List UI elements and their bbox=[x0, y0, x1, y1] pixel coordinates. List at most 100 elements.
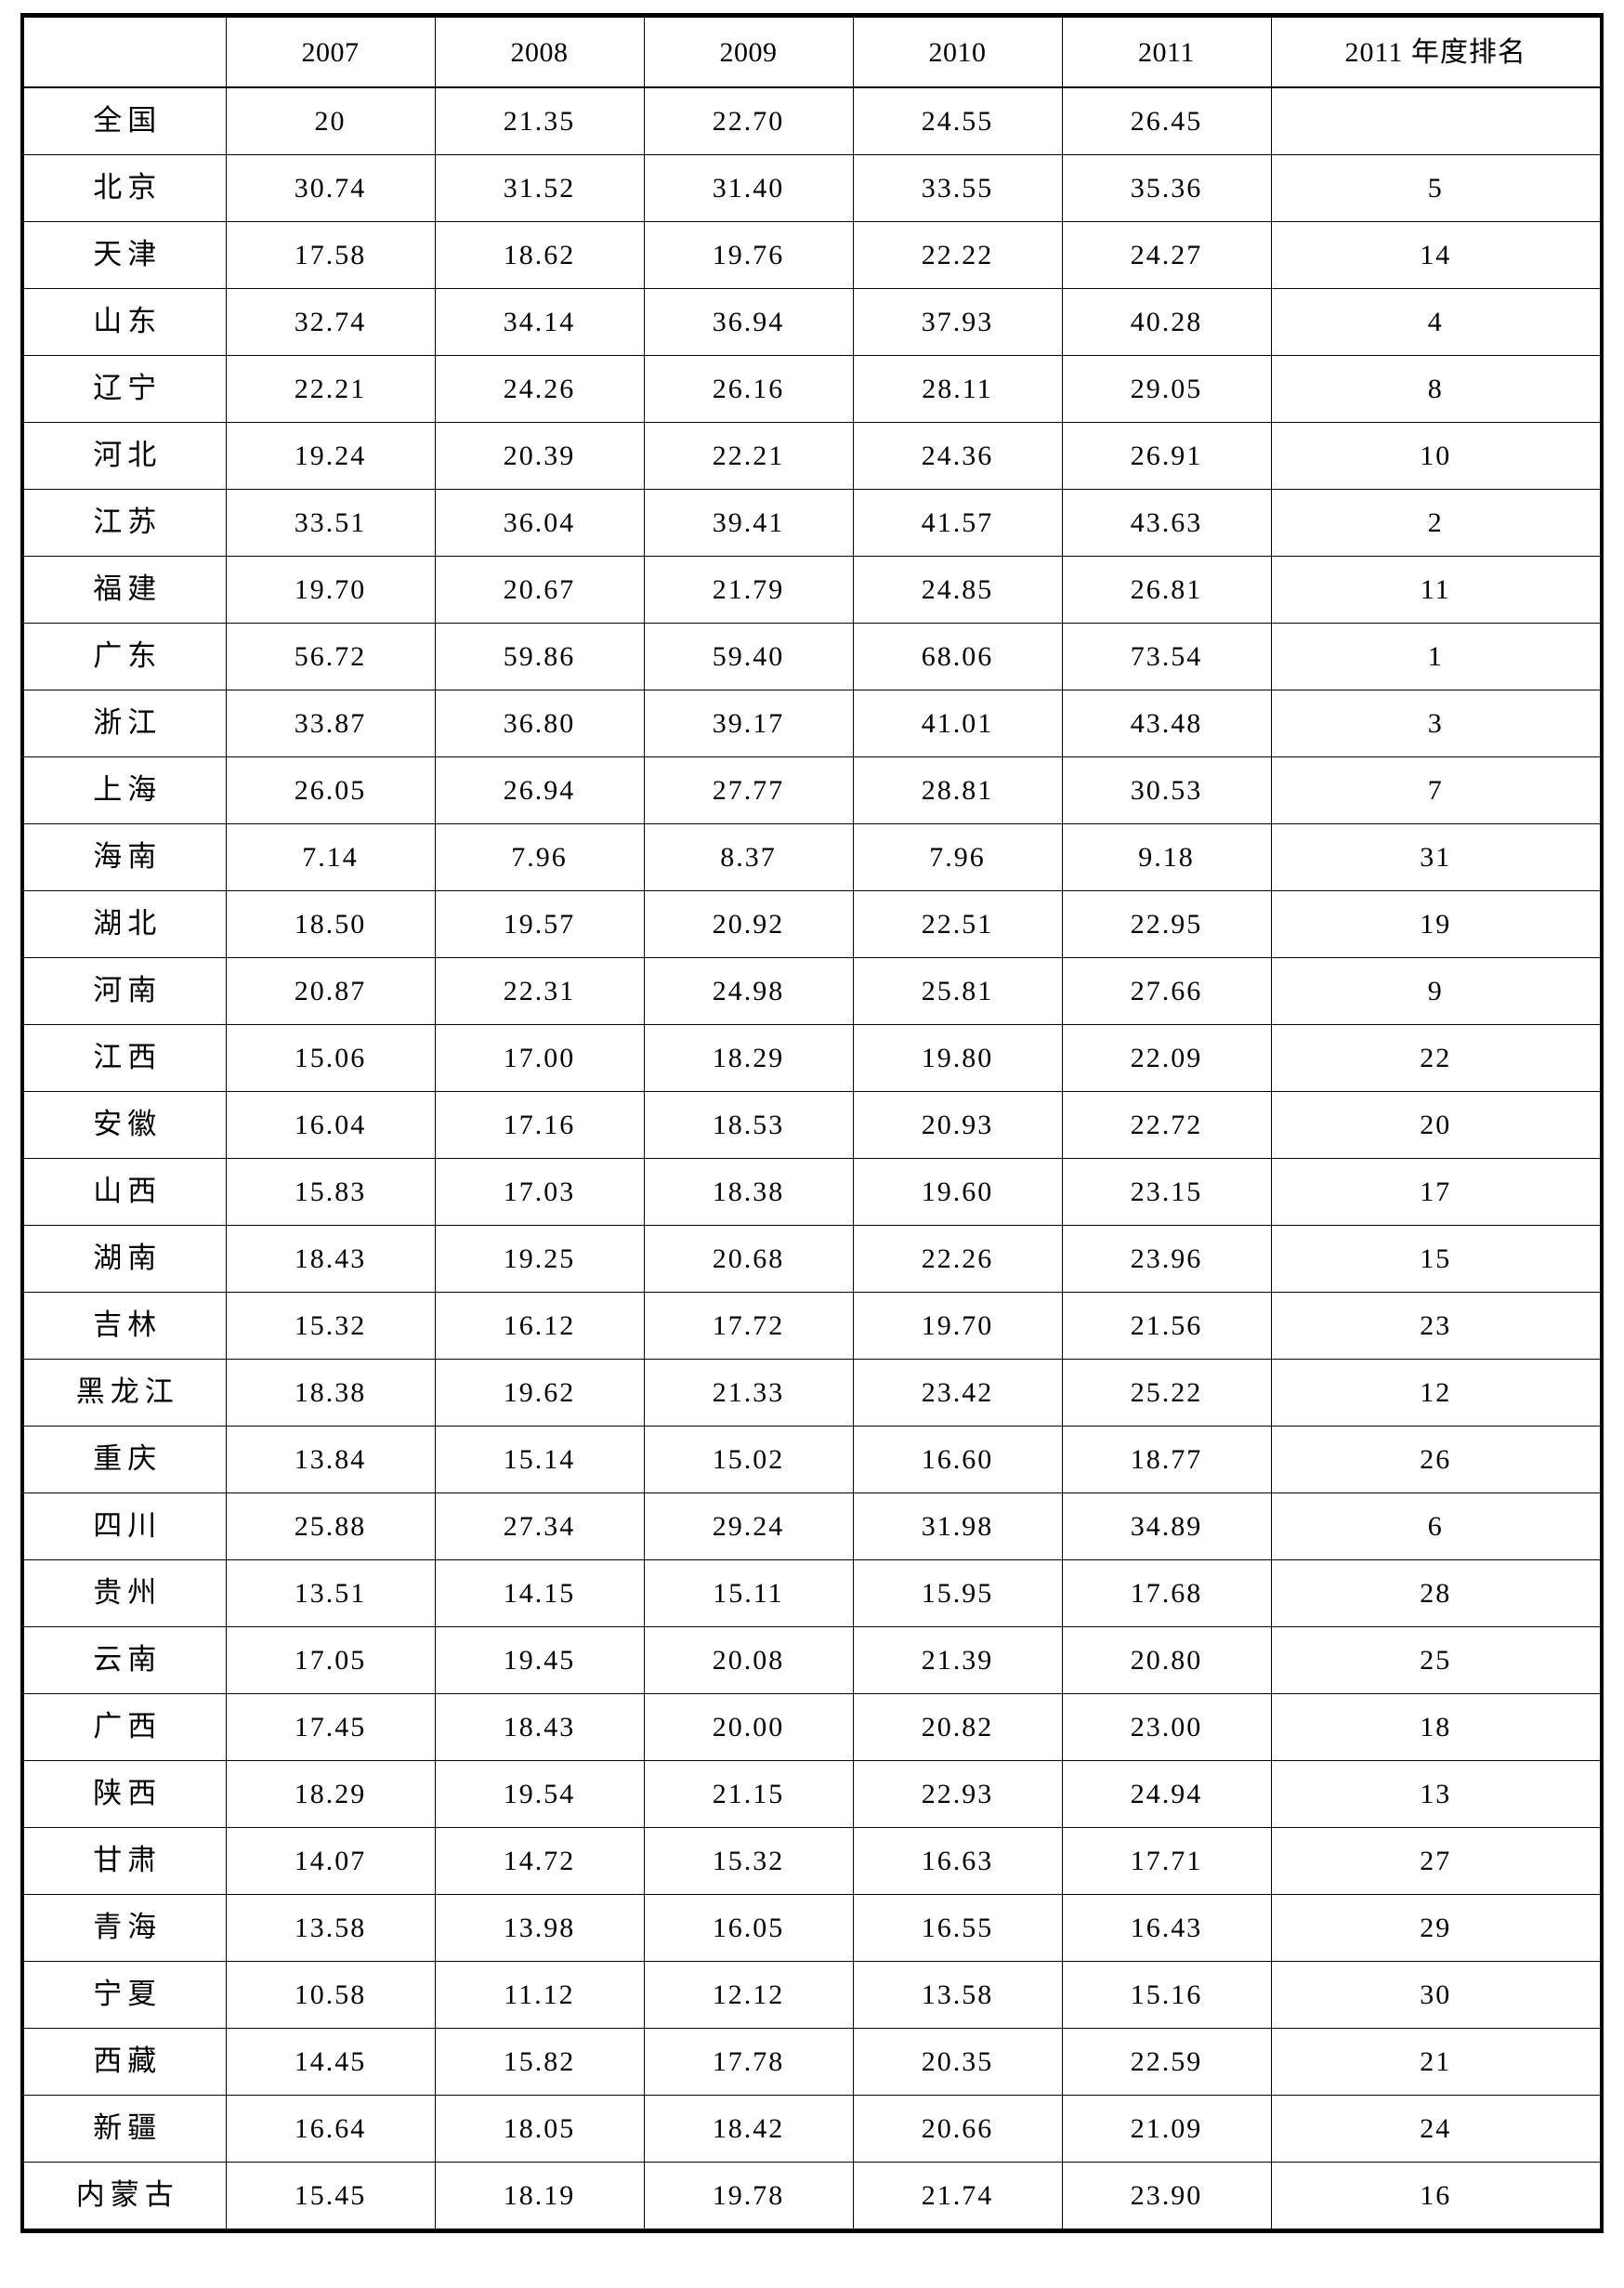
cell-y2007: 33.51 bbox=[225, 489, 436, 557]
cell-rank-2011: 8 bbox=[1270, 355, 1603, 423]
cell-y2010: 31.98 bbox=[852, 1492, 1063, 1560]
cell-y2011: 25.22 bbox=[1061, 1359, 1272, 1427]
cell-region: 西藏 bbox=[21, 2028, 227, 2096]
cell-y2011: 17.68 bbox=[1061, 1559, 1272, 1627]
cell-y2007: 33.87 bbox=[225, 690, 436, 757]
cell-region: 河南 bbox=[21, 957, 227, 1025]
cell-y2011: 24.94 bbox=[1061, 1760, 1272, 1828]
cell-y2008: 19.45 bbox=[434, 1626, 645, 1694]
cell-y2007: 56.72 bbox=[225, 623, 436, 690]
cell-y2009: 19.78 bbox=[643, 2162, 854, 2231]
column-header-2008: 2008 bbox=[434, 15, 645, 88]
cell-region: 福建 bbox=[21, 556, 227, 624]
cell-y2009: 17.72 bbox=[643, 1292, 854, 1360]
table-row: 广东 56.72 59.86 59.40 68.06 73.54 1 bbox=[21, 623, 1603, 690]
cell-region: 黑龙江 bbox=[21, 1359, 227, 1427]
table-row: 贵州 13.51 14.15 15.11 15.95 17.68 28 bbox=[21, 1559, 1603, 1627]
cell-rank-2011: 11 bbox=[1270, 556, 1603, 624]
column-header-2011: 2011 bbox=[1061, 15, 1272, 88]
cell-region: 内蒙古 bbox=[21, 2162, 227, 2231]
table-container: 2007 2008 2009 2010 2011 2011 年度排名 全国 20 2… bbox=[0, 13, 1624, 2288]
cell-y2010: 22.51 bbox=[852, 890, 1063, 958]
table-row: 辽宁 22.21 24.26 26.16 28.11 29.05 8 bbox=[21, 355, 1603, 423]
table-row: 北京 30.74 31.52 31.40 33.55 35.36 5 bbox=[21, 154, 1603, 222]
cell-y2009: 31.40 bbox=[643, 154, 854, 222]
cell-rank-2011: 16 bbox=[1270, 2162, 1603, 2231]
cell-rank-2011 bbox=[1270, 86, 1603, 155]
cell-y2009: 26.16 bbox=[643, 355, 854, 423]
cell-y2008: 19.62 bbox=[434, 1359, 645, 1427]
cell-rank-2011: 9 bbox=[1270, 957, 1603, 1025]
cell-y2009: 36.94 bbox=[643, 288, 854, 356]
cell-rank-2011: 21 bbox=[1270, 2028, 1603, 2096]
cell-rank-2011: 14 bbox=[1270, 221, 1603, 289]
table-row: 青海 13.58 13.98 16.05 16.55 16.43 29 bbox=[21, 1894, 1603, 1962]
cell-y2010: 41.57 bbox=[852, 489, 1063, 557]
cell-y2011: 23.00 bbox=[1061, 1693, 1272, 1761]
table-row: 广西 17.45 18.43 20.00 20.82 23.00 18 bbox=[21, 1693, 1603, 1761]
table-row: 山东 32.74 34.14 36.94 37.93 40.28 4 bbox=[21, 288, 1603, 356]
cell-y2008: 27.34 bbox=[434, 1492, 645, 1560]
cell-y2010: 33.55 bbox=[852, 154, 1063, 222]
cell-y2010: 20.82 bbox=[852, 1693, 1063, 1761]
cell-rank-2011: 2 bbox=[1270, 489, 1603, 557]
cell-y2011: 22.72 bbox=[1061, 1091, 1272, 1159]
cell-region: 海南 bbox=[21, 823, 227, 891]
cell-y2007: 20.87 bbox=[225, 957, 436, 1025]
cell-rank-2011: 19 bbox=[1270, 890, 1603, 958]
cell-y2008: 7.96 bbox=[434, 823, 645, 891]
table-row: 黑龙江 18.38 19.62 21.33 23.42 25.22 12 bbox=[21, 1359, 1603, 1427]
cell-y2010: 20.93 bbox=[852, 1091, 1063, 1159]
table-row: 新疆 16.64 18.05 18.42 20.66 21.09 24 bbox=[21, 2095, 1603, 2163]
table-row: 云南 17.05 19.45 20.08 21.39 20.80 25 bbox=[21, 1626, 1603, 1694]
cell-region: 辽宁 bbox=[21, 355, 227, 423]
cell-y2010: 24.85 bbox=[852, 556, 1063, 624]
cell-rank-2011: 28 bbox=[1270, 1559, 1603, 1627]
cell-y2009: 21.79 bbox=[643, 556, 854, 624]
cell-region: 青海 bbox=[21, 1894, 227, 1962]
cell-y2008: 24.26 bbox=[434, 355, 645, 423]
cell-y2011: 73.54 bbox=[1061, 623, 1272, 690]
cell-rank-2011: 27 bbox=[1270, 1827, 1603, 1895]
cell-region: 吉林 bbox=[21, 1292, 227, 1360]
cell-y2011: 34.89 bbox=[1061, 1492, 1272, 1560]
table-row: 江苏 33.51 36.04 39.41 41.57 43.63 2 bbox=[21, 489, 1603, 557]
cell-y2008: 36.80 bbox=[434, 690, 645, 757]
cell-region: 四川 bbox=[21, 1492, 227, 1560]
table-row: 海南 7.14 7.96 8.37 7.96 9.18 31 bbox=[21, 823, 1603, 891]
cell-y2010: 16.63 bbox=[852, 1827, 1063, 1895]
cell-y2007: 13.51 bbox=[225, 1559, 436, 1627]
cell-y2009: 8.37 bbox=[643, 823, 854, 891]
cell-y2008: 17.00 bbox=[434, 1024, 645, 1092]
cell-rank-2011: 7 bbox=[1270, 756, 1603, 824]
cell-y2009: 27.77 bbox=[643, 756, 854, 824]
cell-rank-2011: 18 bbox=[1270, 1693, 1603, 1761]
cell-rank-2011: 10 bbox=[1270, 422, 1603, 490]
cell-y2011: 23.90 bbox=[1061, 2162, 1272, 2231]
cell-region: 山东 bbox=[21, 288, 227, 356]
cell-y2007: 18.50 bbox=[225, 890, 436, 958]
cell-y2008: 13.98 bbox=[434, 1894, 645, 1962]
cell-y2011: 21.09 bbox=[1061, 2095, 1272, 2163]
cell-y2009: 15.02 bbox=[643, 1426, 854, 1493]
cell-y2011: 35.36 bbox=[1061, 154, 1272, 222]
cell-y2009: 24.98 bbox=[643, 957, 854, 1025]
cell-region: 重庆 bbox=[21, 1426, 227, 1493]
cell-rank-2011: 1 bbox=[1270, 623, 1603, 690]
cell-y2007: 19.70 bbox=[225, 556, 436, 624]
cell-y2011: 20.80 bbox=[1061, 1626, 1272, 1694]
cell-y2010: 20.35 bbox=[852, 2028, 1063, 2096]
cell-y2007: 14.07 bbox=[225, 1827, 436, 1895]
cell-y2011: 15.16 bbox=[1061, 1961, 1272, 2029]
cell-region: 全国 bbox=[21, 86, 227, 155]
table-row: 湖南 18.43 19.25 20.68 22.26 23.96 15 bbox=[21, 1225, 1603, 1293]
cell-y2009: 59.40 bbox=[643, 623, 854, 690]
cell-y2010: 22.93 bbox=[852, 1760, 1063, 1828]
cell-y2007: 22.21 bbox=[225, 355, 436, 423]
cell-y2007: 18.38 bbox=[225, 1359, 436, 1427]
cell-region: 湖南 bbox=[21, 1225, 227, 1293]
cell-y2008: 18.62 bbox=[434, 221, 645, 289]
cell-region: 浙江 bbox=[21, 690, 227, 757]
cell-y2007: 17.58 bbox=[225, 221, 436, 289]
column-header-2010: 2010 bbox=[852, 15, 1063, 88]
